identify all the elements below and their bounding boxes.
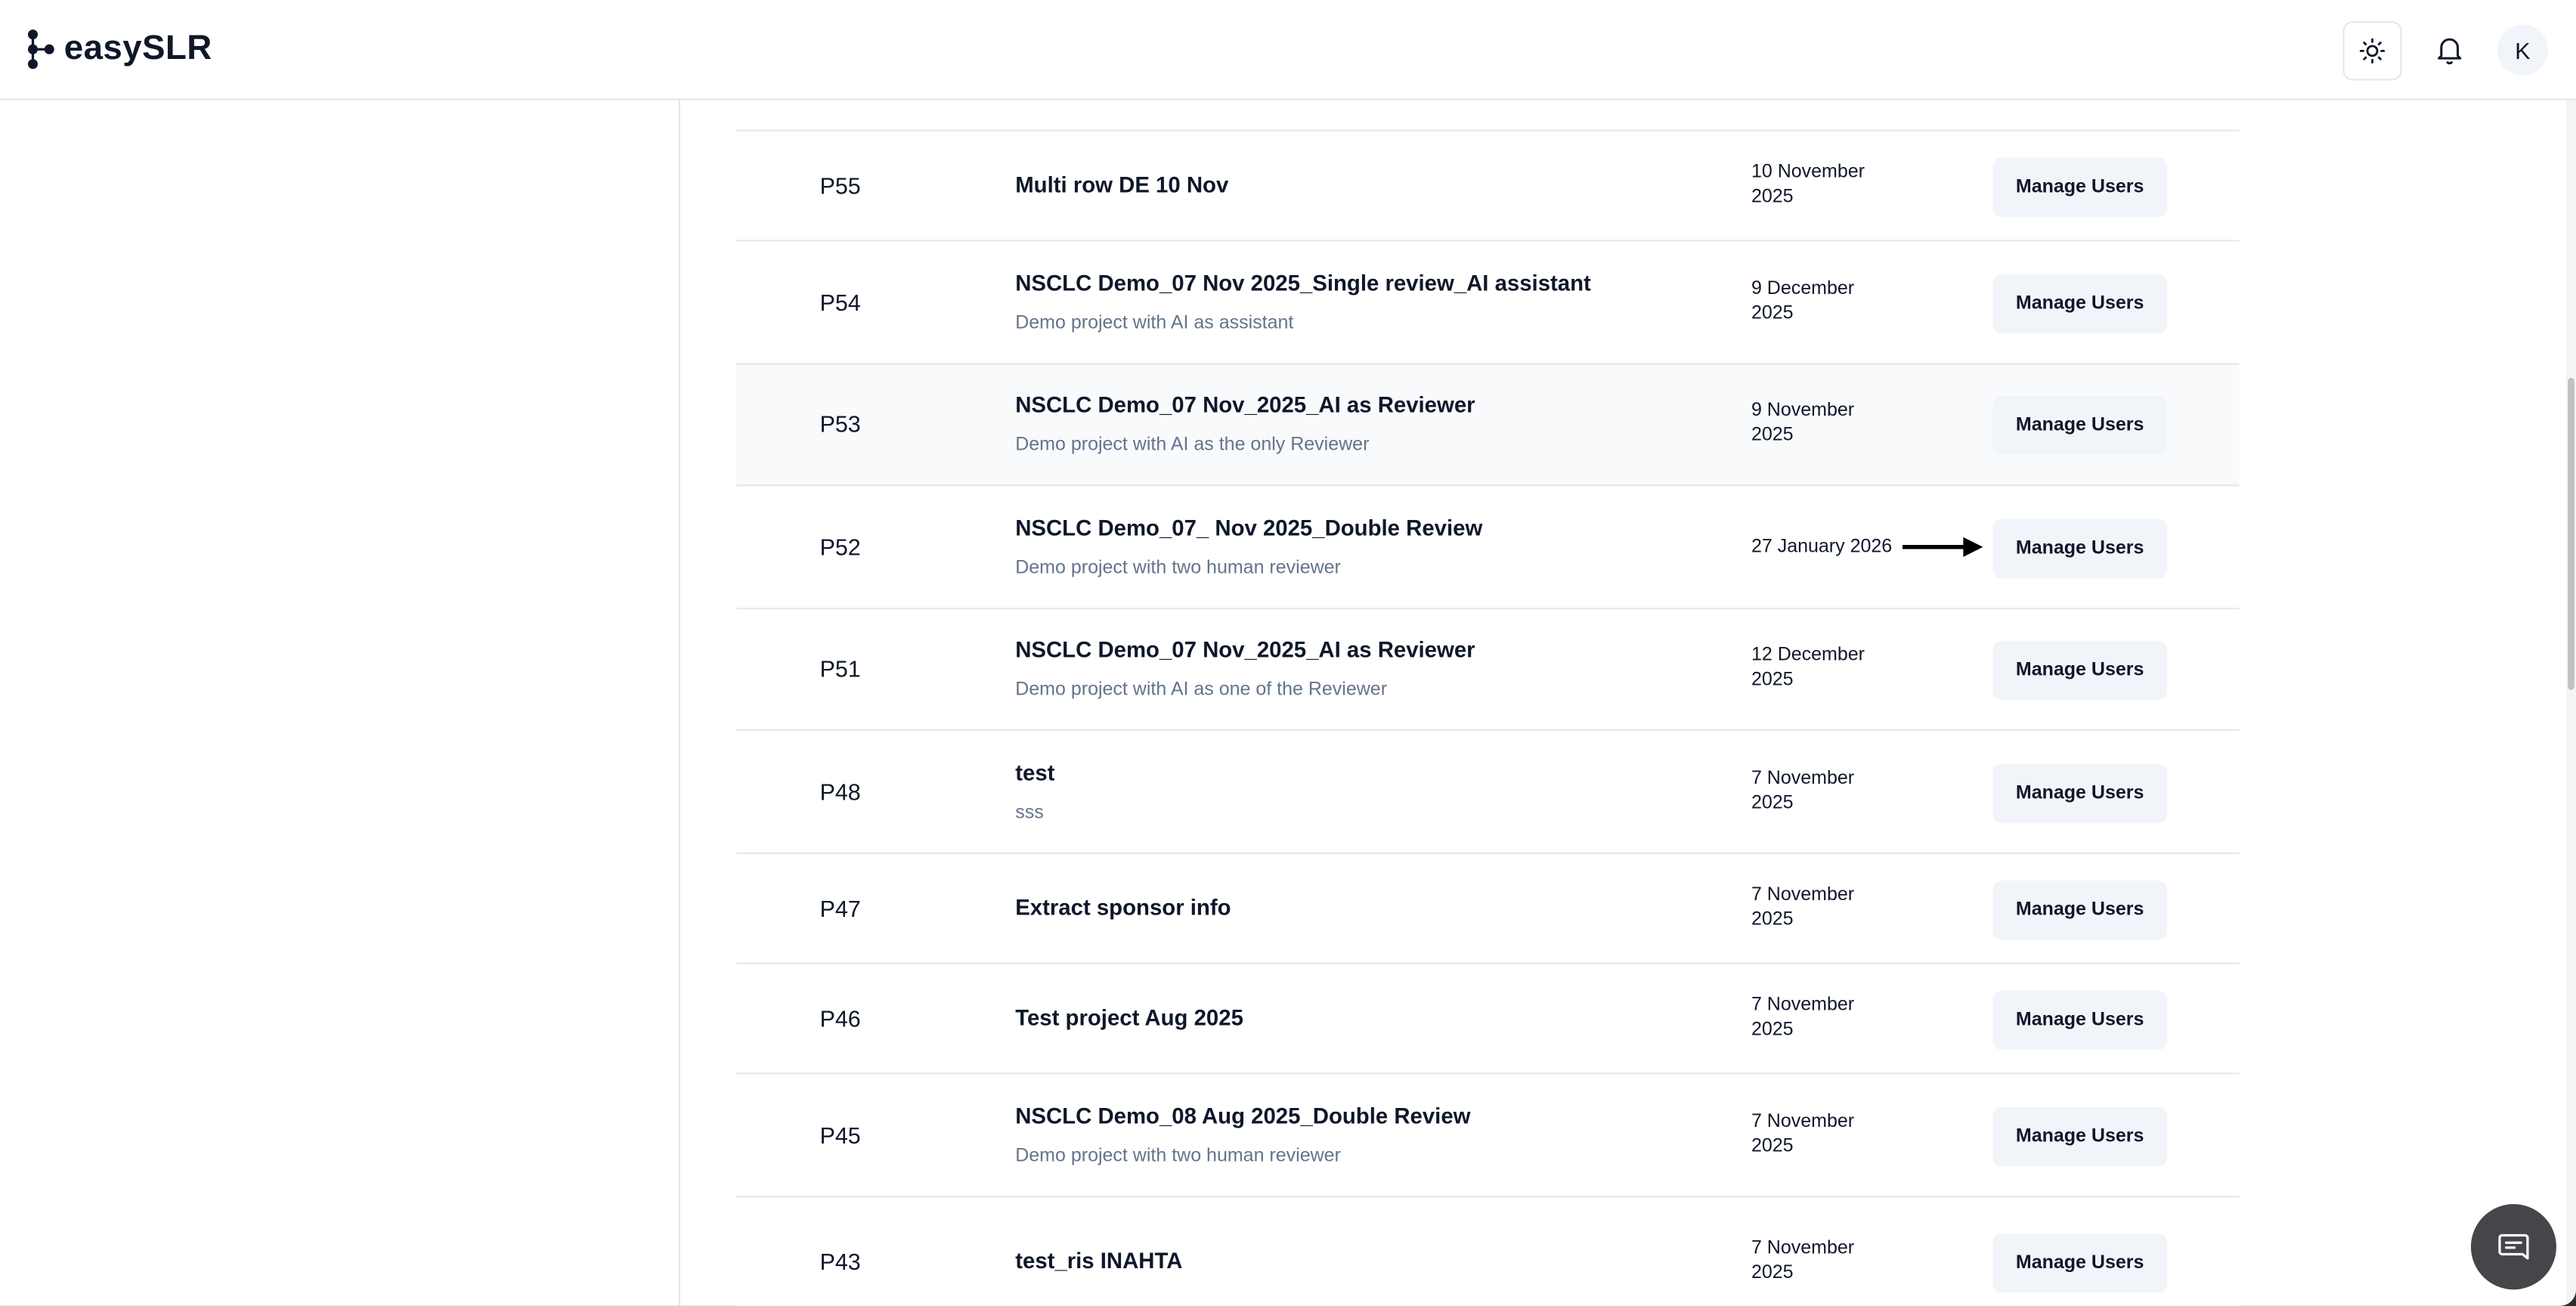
project-date: 27 January 2026 [1751, 536, 1893, 556]
project-date: 7 November 2025 [1751, 1111, 1855, 1156]
user-avatar[interactable]: K [2497, 24, 2549, 76]
manage-users-button[interactable]: Manage Users [1992, 879, 2167, 939]
theme-toggle-button[interactable] [2342, 21, 2402, 81]
manage-users-button[interactable]: Manage Users [1992, 763, 2167, 822]
project-id: P55 [819, 172, 861, 198]
table-row[interactable]: P54 NSCLC Demo_07 Nov 2025_Single review_… [735, 241, 2240, 365]
manage-users-button[interactable]: Manage Users [1992, 1106, 2167, 1166]
project-description: Demo project with AI as the only Reviewe… [1015, 435, 1370, 456]
manage-users-button[interactable]: Manage Users [1992, 518, 2167, 577]
table-row[interactable]: P47 Extract sponsor info 7 November 2025 Ma… [735, 854, 2240, 964]
project-date: 7 November 2025 [1751, 768, 1855, 812]
easyslr-logo-icon [27, 29, 54, 70]
project-title[interactable]: NSCLC Demo_07 Nov 2025_Single review_AI … [1015, 270, 1591, 296]
arrow-annotation-icon [1902, 536, 1983, 556]
project-id: P43 [819, 1248, 861, 1275]
project-date: 7 November 2025 [1751, 1238, 1855, 1283]
chat-button[interactable] [2470, 1204, 2556, 1290]
table-row[interactable]: P51 NSCLC Demo_07 Nov_2025_AI as Reviewer… [735, 609, 2240, 732]
table-row[interactable]: P53 NSCLC Demo_07 Nov_2025_AI as Reviewer… [735, 364, 2240, 487]
project-id: P51 [819, 655, 861, 682]
project-title[interactable]: NSCLC Demo_07 Nov_2025_AI as Reviewer [1015, 392, 1475, 418]
scrollbar-track[interactable] [2566, 98, 2576, 1306]
table-row[interactable]: P52 NSCLC Demo_07_ Nov 2025_Double Review… [735, 486, 2240, 610]
project-title[interactable]: NSCLC Demo_08 Aug 2025_Double Review [1015, 1103, 1471, 1128]
bell-icon[interactable] [2433, 32, 2466, 65]
table-row[interactable]: P55 Multi row DE 10 Nov 10 November 2025 Ma… [735, 131, 2240, 242]
project-id: P48 [819, 778, 861, 804]
project-title[interactable]: test [1015, 760, 1055, 785]
project-description: sss [1015, 802, 1044, 822]
project-title[interactable]: Test project Aug 2025 [1015, 1004, 1243, 1029]
project-description: Demo project with two human reviewer [1015, 557, 1341, 577]
table-row[interactable]: P45 NSCLC Demo_08 Aug 2025_Double Review D… [735, 1074, 2240, 1198]
manage-users-button[interactable]: Manage Users [1992, 989, 2167, 1049]
project-date: 10 November 2025 [1751, 162, 1865, 206]
project-id: P46 [819, 1004, 861, 1031]
project-id: P47 [819, 894, 861, 921]
top-header: easySLR K [0, 0, 2576, 101]
manage-users-button[interactable]: Manage Users [1992, 273, 2167, 333]
logo[interactable]: easySLR [26, 28, 212, 71]
project-date: 12 December 2025 [1751, 645, 1865, 690]
manage-users-button[interactable]: Manage Users [1992, 395, 2167, 456]
brand-name: easySLR [63, 29, 212, 68]
project-title[interactable]: Multi row DE 10 Nov [1015, 172, 1229, 197]
chat-icon [2498, 1233, 2529, 1260]
sidebar-divider [678, 98, 680, 1306]
table-row[interactable]: P46 Test project Aug 2025 7 November 2025 M… [735, 964, 2240, 1075]
manage-users-button[interactable]: Manage Users [1992, 1233, 2167, 1293]
project-id: P52 [819, 533, 861, 560]
project-id: P45 [819, 1121, 861, 1148]
project-description: Demo project with AI as one of the Revie… [1015, 679, 1388, 700]
project-description: Demo project with two human reviewer [1015, 1146, 1341, 1166]
project-date: 7 November 2025 [1751, 995, 1855, 1039]
sun-icon [2359, 38, 2386, 64]
scrollbar-thumb[interactable] [2568, 377, 2574, 690]
manage-users-button[interactable]: Manage Users [1992, 640, 2167, 700]
manage-users-button[interactable]: Manage Users [1992, 156, 2167, 216]
project-title[interactable]: Extract sponsor info [1015, 894, 1231, 920]
project-title[interactable]: NSCLC Demo_07 Nov_2025_AI as Reviewer [1015, 637, 1475, 662]
project-title[interactable]: test_ris INAHTA [1015, 1248, 1183, 1274]
project-title[interactable]: NSCLC Demo_07_ Nov 2025_Double Review [1015, 515, 1483, 540]
project-id: P54 [819, 288, 861, 315]
project-date: 9 November 2025 [1751, 401, 1855, 446]
project-description: Demo project with AI as assistant [1015, 313, 1294, 333]
project-date: 7 November 2025 [1751, 884, 1855, 930]
table-row[interactable]: P43 test_ris INAHTA 7 November 2025 Manage … [735, 1197, 2240, 1306]
project-date: 9 December 2025 [1751, 278, 1855, 323]
table-row[interactable]: P48 test sss 7 November 2025 Manage Users [735, 731, 2240, 855]
project-id: P53 [819, 410, 861, 438]
